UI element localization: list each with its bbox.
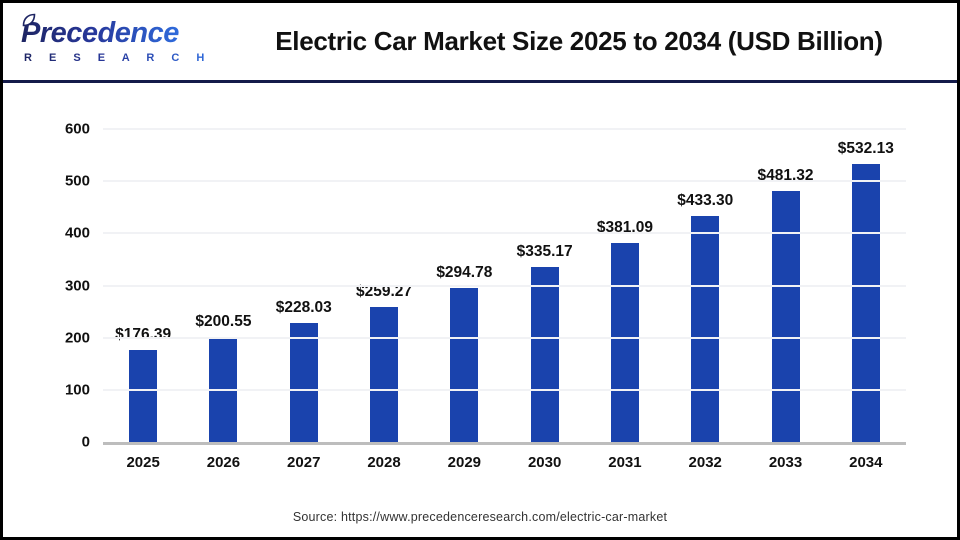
y-axis-tick-label: 600: [64, 120, 90, 138]
x-axis-tick-label: 2026: [206, 454, 241, 471]
y-axis-tick-label: 0: [81, 433, 90, 451]
logo-name: Precedence: [21, 17, 179, 49]
gridline: [103, 336, 906, 339]
leaf-icon: [22, 13, 36, 32]
logo-wordmark: Precedence: [21, 19, 221, 48]
bar-group: $335.17: [504, 129, 584, 442]
bar-group: $381.09: [585, 129, 665, 442]
bar-value-label: $433.30: [677, 192, 734, 209]
bar-group: $259.27: [344, 129, 424, 442]
source-line: Source: https://www.precedenceresearch.c…: [292, 510, 668, 524]
bar-group: $294.78: [424, 129, 504, 442]
bar: [129, 350, 158, 442]
y-axis-tick-label: 500: [64, 172, 90, 190]
bar: [771, 190, 800, 442]
bar-chart-plot: $176.39 $200.55 $228.03 $259.27 $294.78 $335.…: [65, 122, 906, 450]
y-axis-tick-label: 300: [64, 277, 90, 294]
y-axis-tick-label: 100: [64, 381, 90, 399]
x-axis-tick-label: 2032: [688, 454, 722, 471]
bar: [289, 323, 318, 442]
header: Precedence R E S E A R C H Electric Car …: [3, 3, 957, 80]
gridline: [103, 128, 906, 130]
bar-value-label: $259.27: [356, 282, 413, 300]
x-axis-tick-label: 2029: [447, 454, 482, 471]
bar-value-label: $335.17: [516, 243, 573, 261]
bar: [450, 288, 479, 442]
bar: [691, 216, 720, 442]
bar-group: $433.30: [665, 129, 745, 442]
x-axis-tick-label: 2025: [126, 454, 160, 471]
bar-group: $228.03: [264, 129, 344, 442]
x-axis-labels: 2025 2026 2027 2028 2029 2030 2031 2032 2033 2034: [103, 454, 906, 471]
bar-value-label: $200.55: [195, 313, 252, 331]
chart-area: $176.39 $200.55 $228.03 $259.27 $294.78 $335.…: [3, 83, 957, 510]
x-axis-tick-label: 2027: [287, 454, 321, 471]
header-divider: [3, 80, 957, 83]
gridline: [103, 232, 906, 235]
chart-title: Electric Car Market Size 2025 to 2034 (U…: [275, 26, 883, 56]
bar: [851, 164, 880, 442]
y-axis-tick-label: 400: [64, 224, 90, 242]
x-axis-line: [103, 442, 906, 445]
x-axis-tick-label: 2028: [367, 454, 401, 471]
bar: [530, 267, 559, 442]
precedence-logo: Precedence R E S E A R C H: [21, 13, 221, 66]
x-axis-tick-label: 2030: [527, 454, 562, 471]
bar-group: $176.39: [103, 129, 183, 442]
logo-subtitle: R E S E A R C H: [21, 52, 211, 64]
bars-container: $176.39 $200.55 $228.03 $259.27 $294.78 $335.…: [103, 129, 906, 442]
y-axis-tick-label: 200: [64, 329, 90, 347]
gridline: [103, 284, 906, 287]
bar-value-label: $481.32: [757, 166, 814, 184]
bar-group: $532.13: [826, 129, 906, 442]
x-axis-tick-label: 2034: [849, 454, 883, 471]
x-axis-tick-label: 2031: [608, 454, 642, 471]
bar: [610, 243, 639, 442]
bar-value-label: $294.78: [436, 264, 493, 282]
bar-value-label: $176.39: [115, 326, 172, 343]
gridline: [103, 388, 906, 391]
bar-value-label: $381.09: [596, 219, 653, 237]
bar-value-label: $532.13: [837, 140, 894, 158]
gridline: [103, 180, 906, 183]
x-axis-tick-label: 2033: [768, 454, 803, 471]
bar-value-label: $228.03: [275, 299, 332, 316]
bar: [370, 306, 399, 442]
